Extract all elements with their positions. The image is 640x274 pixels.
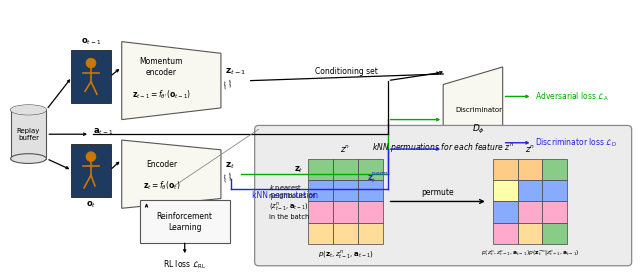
FancyBboxPatch shape bbox=[71, 144, 111, 196]
Text: Encoder: Encoder bbox=[146, 160, 177, 169]
Text: $k$ nearest
neighbours of
$(z_{t-1}^n, \mathbf{a}_{t-1})$
in the batch: $k$ nearest neighbours of $(z_{t-1}^n, \… bbox=[269, 183, 315, 220]
Polygon shape bbox=[443, 67, 502, 172]
Text: Conditioning set: Conditioning set bbox=[316, 67, 378, 76]
Text: Reinforcement
Learning: Reinforcement Learning bbox=[157, 212, 212, 232]
Text: Momentum
encoder: Momentum encoder bbox=[140, 57, 183, 77]
Bar bbox=[518, 180, 542, 201]
Text: $\mathbf{o}_{t-1}$: $\mathbf{o}_{t-1}$ bbox=[81, 37, 101, 47]
Text: $\mathbf{z}_t^{\mathrm{perm}}$: $\mathbf{z}_t^{\mathrm{perm}}$ bbox=[367, 169, 388, 185]
Circle shape bbox=[86, 58, 96, 68]
Text: $p(\mathbf{z}_t, z_{t-1}^n, \mathbf{a}_{t-1})$: $p(\mathbf{z}_t, z_{t-1}^n, \mathbf{a}_{… bbox=[317, 249, 373, 261]
Text: Adversarial loss $\mathcal{L}_\mathrm{A}$: Adversarial loss $\mathcal{L}_\mathrm{A}… bbox=[536, 90, 609, 103]
Bar bbox=[542, 180, 567, 201]
Bar bbox=[493, 159, 518, 180]
Ellipse shape bbox=[11, 105, 46, 115]
Bar bbox=[358, 159, 383, 180]
Bar bbox=[518, 223, 542, 244]
Text: $\mathbf{z}_t$: $\mathbf{z}_t$ bbox=[225, 160, 235, 171]
Text: / /: / / bbox=[223, 79, 234, 90]
Text: / /: / / bbox=[223, 172, 234, 184]
Text: kNN permuations for each feature $z^n$: kNN permuations for each feature $z^n$ bbox=[372, 141, 514, 154]
Text: $p(z_t^n, z_{t-1}^n, \mathbf{a}_{t-1})p(\mathbf{z}_t^{-n}|z_{t-1}^n, \mathbf{a}_: $p(z_t^n, z_{t-1}^n, \mathbf{a}_{t-1})p(… bbox=[481, 249, 579, 258]
Bar bbox=[542, 201, 567, 223]
Polygon shape bbox=[122, 140, 221, 208]
Bar bbox=[308, 180, 333, 201]
Text: $z^n$: $z^n$ bbox=[340, 143, 351, 154]
Text: $\mathbf{z}_t = f_\theta(\mathbf{o}_t)$: $\mathbf{z}_t = f_\theta(\mathbf{o}_t)$ bbox=[143, 180, 180, 192]
FancyBboxPatch shape bbox=[140, 201, 230, 243]
Text: $\mathbf{z}_{t-1} = f_{\theta^\prime}(\mathbf{o}_{t-1})$: $\mathbf{z}_{t-1} = f_{\theta^\prime}(\m… bbox=[132, 89, 191, 101]
Text: $D_\phi$: $D_\phi$ bbox=[472, 123, 485, 136]
Text: $\mathbf{a}_{t-1}$: $\mathbf{a}_{t-1}$ bbox=[93, 126, 113, 136]
Text: $z^n$: $z^n$ bbox=[525, 143, 535, 154]
Bar bbox=[333, 223, 358, 244]
Ellipse shape bbox=[11, 154, 46, 164]
FancyBboxPatch shape bbox=[255, 125, 632, 266]
FancyBboxPatch shape bbox=[71, 50, 111, 103]
Bar bbox=[358, 223, 383, 244]
Bar bbox=[333, 159, 358, 180]
Bar bbox=[333, 180, 358, 201]
Text: Discriminator loss $\mathcal{L}_\mathrm{D}$: Discriminator loss $\mathcal{L}_\mathrm{… bbox=[536, 136, 618, 149]
Bar bbox=[493, 180, 518, 201]
Bar bbox=[358, 201, 383, 223]
Bar bbox=[542, 223, 567, 244]
Bar bbox=[518, 201, 542, 223]
Circle shape bbox=[86, 152, 96, 161]
Bar bbox=[308, 201, 333, 223]
Bar bbox=[493, 223, 518, 244]
Bar bbox=[358, 180, 383, 201]
Bar bbox=[542, 159, 567, 180]
Bar bbox=[308, 223, 333, 244]
Ellipse shape bbox=[11, 105, 46, 115]
Bar bbox=[308, 159, 333, 180]
Text: RL loss $\mathcal{L}_\mathrm{RL}$: RL loss $\mathcal{L}_\mathrm{RL}$ bbox=[163, 259, 206, 272]
Bar bbox=[493, 201, 518, 223]
Text: kNN permutation: kNN permutation bbox=[252, 191, 319, 200]
Text: $\mathbf{o}_t$: $\mathbf{o}_t$ bbox=[86, 199, 96, 210]
Text: Replay
buffer: Replay buffer bbox=[17, 128, 40, 141]
Text: permute: permute bbox=[421, 188, 454, 196]
Polygon shape bbox=[122, 42, 221, 119]
Text: $\mathbf{z}_t$: $\mathbf{z}_t$ bbox=[294, 164, 303, 175]
Bar bbox=[518, 159, 542, 180]
Text: $\mathbf{z}_{t-1}$: $\mathbf{z}_{t-1}$ bbox=[225, 67, 246, 77]
Text: Discriminator: Discriminator bbox=[456, 107, 502, 113]
Bar bbox=[333, 201, 358, 223]
Bar bbox=[11, 110, 46, 159]
